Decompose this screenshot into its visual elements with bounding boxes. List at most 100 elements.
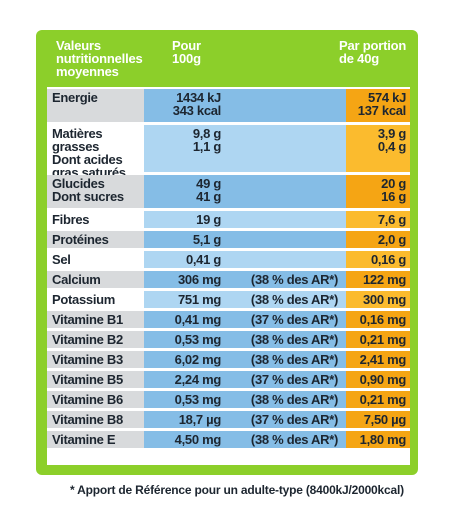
nutrition-table-frame: Valeurs nutritionnelles moyennes Pour 10…: [36, 30, 418, 475]
reference-intake: (38 % des AR*): [226, 431, 346, 448]
table-header: Valeurs nutritionnelles moyennes Pour 10…: [36, 30, 418, 82]
value-per-100g: 2,24 mg: [144, 371, 226, 388]
header-nutrient-column: Valeurs nutritionnelles moyennes: [56, 39, 143, 78]
nutrient-name-line: Vitamine E: [52, 432, 116, 447]
value-per-100g-line: 0,53 mg: [174, 332, 222, 347]
reference-intake: (38 % des AR*): [226, 351, 346, 368]
value-per-portion-line: 16 g: [381, 189, 406, 204]
nutrient-name-line: Dont sucres: [52, 189, 124, 204]
nutrient-name-line: Energie: [52, 90, 98, 105]
reference-intake: (38 % des AR*): [226, 391, 346, 408]
table-row: Calcium 306 mg (38 % des AR*) 122 mg: [47, 271, 410, 288]
nutrient-name: Glucides Dont sucres: [47, 175, 144, 208]
header-line: Pour: [172, 38, 201, 53]
nutrient-name-line: Vitamine B6: [52, 392, 123, 407]
value-per-100g: 0,41 mg: [144, 311, 226, 328]
value-per-portion-line: 122 mg: [362, 272, 406, 287]
value-per-portion: 574 kJ 137 kcal: [346, 89, 410, 122]
reference-intake: [226, 211, 346, 228]
reference-intake: [226, 231, 346, 248]
header-line: Valeurs: [56, 38, 101, 53]
footnote: * Apport de Référence pour un adulte-typ…: [70, 483, 404, 497]
value-per-100g-line: 0,41 g: [185, 252, 221, 267]
value-per-portion-line: 2,0 g: [377, 232, 406, 247]
value-per-100g: 0,53 mg: [144, 331, 226, 348]
table-row: Vitamine B8 18,7 µg (37 % des AR*) 7,50 µg: [47, 411, 410, 428]
nutrient-name: Vitamine B8: [47, 411, 144, 428]
nutrient-name-line: Dont acides: [52, 152, 123, 167]
table-row: Vitamine B5 2,24 mg (37 % des AR*) 0,90 mg: [47, 371, 410, 388]
value-per-100g: 306 mg: [144, 271, 226, 288]
value-per-portion: 122 mg: [346, 271, 410, 288]
table-row: Fibres 19 g 7,6 g: [47, 211, 410, 228]
nutrient-name: Vitamine B5: [47, 371, 144, 388]
value-per-100g-line: 0,41 mg: [174, 312, 222, 327]
value-per-portion-line: 1,80 mg: [359, 432, 407, 447]
value-per-100g-line: 306 mg: [177, 272, 221, 287]
table-row: Potassium 751 mg (38 % des AR*) 300 mg: [47, 291, 410, 308]
value-per-portion-line: 0,90 mg: [359, 372, 407, 387]
table-row: Vitamine B3 6,02 mg (38 % des AR*) 2,41 mg: [47, 351, 410, 368]
nutrient-name: Potassium: [47, 291, 144, 308]
value-per-portion-line: 0,21 mg: [359, 392, 407, 407]
value-per-portion-line: 574 kJ: [368, 90, 406, 105]
nutrient-name-line: Vitamine B3: [52, 352, 123, 367]
value-per-portion: 0,16 g: [346, 251, 410, 268]
nutrient-name: Vitamine B2: [47, 331, 144, 348]
nutrient-name-line: Sel: [52, 252, 71, 267]
nutrient-name-line: Matières grasses: [52, 126, 103, 154]
nutrient-name: Vitamine B3: [47, 351, 144, 368]
value-per-100g: 19 g: [144, 211, 226, 228]
value-per-100g-line: 19 g: [196, 212, 221, 227]
nutrient-name-line: Vitamine B8: [52, 412, 123, 427]
value-per-100g: 9,8 g 1,1 g: [144, 125, 226, 172]
nutrient-name-line: Glucides: [52, 176, 105, 191]
value-per-portion-line: 20 g: [381, 176, 406, 191]
reference-intake: [226, 89, 346, 122]
reference-intake: (37 % des AR*): [226, 371, 346, 388]
value-per-100g: 6,02 mg: [144, 351, 226, 368]
value-per-100g: 18,7 µg: [144, 411, 226, 428]
nutrient-name-line: Vitamine B5: [52, 372, 123, 387]
header-line: nutritionnelles: [56, 51, 143, 66]
value-per-portion-line: 0,16 mg: [359, 312, 407, 327]
table-row: Vitamine B6 0,53 mg (38 % des AR*) 0,21 mg: [47, 391, 410, 408]
value-per-portion: 20 g 16 g: [346, 175, 410, 208]
value-per-100g-line: 0,53 mg: [174, 392, 222, 407]
value-per-100g-line: 41 g: [196, 189, 221, 204]
value-per-100g-line: 2,24 mg: [174, 372, 222, 387]
value-per-100g: 5,1 g: [144, 231, 226, 248]
value-per-portion-line: 0,4 g: [377, 139, 406, 154]
value-per-100g: 0,41 g: [144, 251, 226, 268]
table-row: Vitamine E 4,50 mg (38 % des AR*) 1,80 mg: [47, 431, 410, 448]
header-per100-column: Pour 100g: [172, 39, 201, 65]
reference-intake: (38 % des AR*): [226, 291, 346, 308]
value-per-100g-line: 751 mg: [177, 292, 221, 307]
value-per-100g-line: 1,1 g: [192, 139, 221, 154]
value-per-portion-line: 3,9 g: [377, 126, 406, 141]
value-per-100g: 49 g 41 g: [144, 175, 226, 208]
value-per-portion: 0,21 mg: [346, 391, 410, 408]
nutrient-name-line: Potassium: [52, 292, 116, 307]
nutrient-name: Matières grasses Dont acides gras saturés: [47, 125, 144, 179]
value-per-100g-line: 6,02 mg: [174, 352, 222, 367]
value-per-100g-line: 49 g: [196, 176, 221, 191]
value-per-100g-line: 4,50 mg: [174, 432, 222, 447]
header-line: de 40g: [339, 51, 379, 66]
value-per-100g: 0,53 mg: [144, 391, 226, 408]
nutrient-name-line: Fibres: [52, 212, 90, 227]
value-per-portion: 7,6 g: [346, 211, 410, 228]
value-per-100g: 4,50 mg: [144, 431, 226, 448]
header-line: Par portion: [339, 38, 407, 53]
value-per-portion: 0,21 mg: [346, 331, 410, 348]
nutrient-name: Energie: [47, 89, 144, 122]
value-per-100g-line: 343 kcal: [172, 103, 222, 118]
reference-intake: (38 % des AR*): [226, 271, 346, 288]
header-line: moyennes: [56, 64, 119, 79]
value-per-portion-line: 7,6 g: [377, 212, 406, 227]
reference-intake: [226, 175, 346, 208]
value-per-100g-line: 5,1 g: [192, 232, 221, 247]
nutrient-name: Sel: [47, 251, 144, 268]
value-per-portion: 300 mg: [346, 291, 410, 308]
nutrient-name: Vitamine B6: [47, 391, 144, 408]
